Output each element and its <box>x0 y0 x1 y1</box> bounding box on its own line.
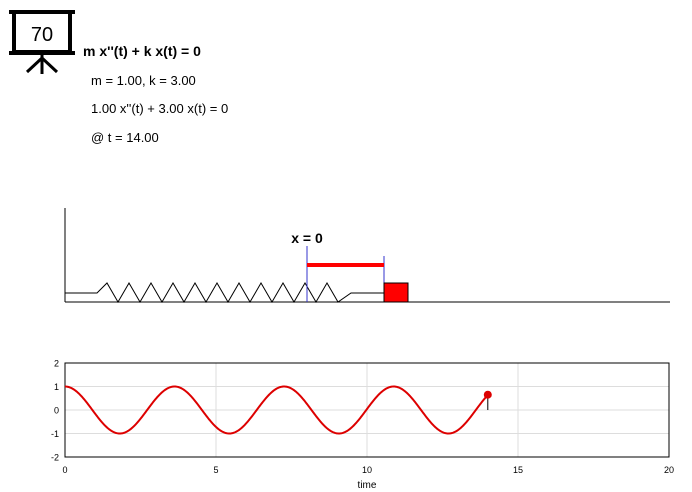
spring <box>65 282 384 303</box>
position-chart: 210-1-2 0 5 10 15 20 time <box>51 359 674 492</box>
x-tick-label: 15 <box>513 465 523 475</box>
y-tick-label: 1 <box>54 382 59 392</box>
y-ticks: 2 1 0 -1 -2 <box>51 359 59 463</box>
general-equation: m x''(t) + k x(t) = 0 <box>83 43 201 59</box>
specific-equation: 1.00 x''(t) + 3.00 x(t) = 0 <box>91 101 229 116</box>
x-tick-label: 20 <box>664 465 674 475</box>
y-tick-label: 2 <box>54 359 59 369</box>
series-line <box>64 385 489 435</box>
projector-screen-icon: 70 <box>9 10 75 74</box>
plot-frame <box>64 362 670 458</box>
y-tick-label: 0 <box>54 406 59 416</box>
x-ticks: 0 5 10 15 20 <box>62 465 674 475</box>
y-tick-label: -1 <box>51 429 59 439</box>
x-tick-label: 5 <box>213 465 218 475</box>
spring-mass-diagram: x = 0 <box>64 208 670 303</box>
equilibrium-label: x = 0 <box>291 230 323 246</box>
y-tick-label: -2 <box>51 453 59 463</box>
x-tick-label: 0 <box>62 465 67 475</box>
time-readout: @ t = 14.00 <box>91 130 159 145</box>
x-axis-label: time <box>358 480 377 491</box>
parameters-line: m = 1.00, k = 3.00 <box>91 73 196 88</box>
mass-block <box>383 282 409 303</box>
x-tick-label: 10 <box>362 465 372 475</box>
badge-number: 70 <box>31 24 53 46</box>
current-point <box>483 390 492 399</box>
